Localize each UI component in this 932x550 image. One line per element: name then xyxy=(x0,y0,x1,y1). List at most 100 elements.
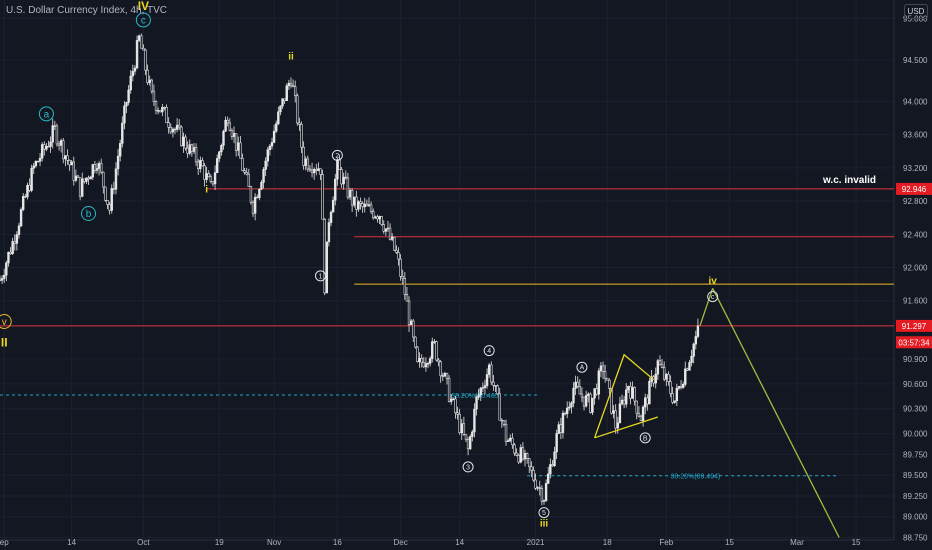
candle-body xyxy=(515,452,518,456)
candle-body xyxy=(272,130,276,143)
candle-body xyxy=(587,393,590,396)
wave-circle xyxy=(483,345,495,357)
candle-body xyxy=(325,241,329,294)
candle-body xyxy=(447,377,451,402)
candle-body xyxy=(247,173,251,187)
projection-up xyxy=(699,288,714,326)
candle-body xyxy=(397,252,400,260)
candle-body xyxy=(171,128,175,133)
candle-body xyxy=(62,140,65,160)
candle-body xyxy=(340,169,343,185)
candle-body xyxy=(312,169,316,174)
candle-body xyxy=(315,169,318,171)
candle-body xyxy=(481,387,485,389)
candle-body xyxy=(350,190,354,206)
candle-body xyxy=(589,393,592,413)
candle-body xyxy=(468,436,472,450)
candle-body xyxy=(530,466,533,471)
candle-body xyxy=(199,160,202,170)
candle-body xyxy=(19,209,23,227)
candle-body xyxy=(180,126,183,147)
candle-body xyxy=(608,379,611,389)
candle-body xyxy=(334,178,337,201)
candle-body xyxy=(646,397,649,405)
candle-body xyxy=(329,211,333,223)
candle-body xyxy=(414,336,417,348)
candle-body xyxy=(380,216,383,225)
candle-body xyxy=(367,204,371,207)
candle-body xyxy=(57,143,61,146)
wave-circle xyxy=(639,432,651,444)
wave-label: b xyxy=(86,209,92,220)
x-tick-label: 2021 xyxy=(527,538,545,547)
candle-body xyxy=(293,86,297,96)
candle-body xyxy=(627,385,630,391)
candle-body xyxy=(7,251,10,264)
candle-body xyxy=(686,368,689,371)
candle-body xyxy=(568,406,571,409)
candle-body xyxy=(532,469,535,481)
candle-body xyxy=(433,341,436,343)
candle-body xyxy=(43,144,46,150)
candle-body xyxy=(78,177,82,197)
candle-body xyxy=(384,228,388,232)
y-tick-label: 94.000 xyxy=(903,97,928,106)
candle-body xyxy=(441,375,444,377)
candle-body xyxy=(192,147,196,152)
candle-body xyxy=(633,387,636,402)
candle-body xyxy=(253,196,257,214)
candle-body xyxy=(17,225,21,235)
candle-body xyxy=(498,393,501,421)
candle-body xyxy=(165,107,168,123)
candle-body xyxy=(226,119,229,124)
y-tick-label: 93.200 xyxy=(903,164,928,173)
candle-body xyxy=(112,188,116,190)
price-badge-text: 03:57:34 xyxy=(898,338,930,347)
wave-circle xyxy=(576,361,588,373)
candle-body xyxy=(205,173,208,180)
candle-body xyxy=(692,343,695,357)
candle-body xyxy=(511,437,514,446)
candle-body xyxy=(593,388,596,399)
candle-body xyxy=(239,142,242,159)
level-annotation: w.c. invalid xyxy=(822,175,876,186)
candle-body xyxy=(521,447,525,460)
candle-body xyxy=(298,122,301,125)
wave-label: IV xyxy=(138,0,149,13)
candle-body xyxy=(148,79,151,83)
candle-body xyxy=(443,373,447,377)
candle-body xyxy=(578,386,582,395)
candle-body xyxy=(523,453,527,460)
candle-body xyxy=(601,365,605,373)
candle-body xyxy=(251,201,255,214)
candle-body xyxy=(509,437,512,441)
candle-body xyxy=(496,385,499,395)
candle-body xyxy=(479,387,482,396)
candle-body xyxy=(0,278,4,281)
currency-button[interactable]: USD xyxy=(904,4,928,19)
candle-body xyxy=(386,227,390,230)
candle-body xyxy=(610,387,613,414)
candle-body xyxy=(323,218,326,294)
x-tick-label: Dec xyxy=(393,538,407,547)
x-tick-label: 15 xyxy=(852,538,861,547)
x-tick-label: 15 xyxy=(725,538,734,547)
candle-body xyxy=(15,234,19,244)
candle-body xyxy=(513,444,516,454)
candle-body xyxy=(338,159,341,170)
candle-body xyxy=(38,157,42,162)
y-tick-label: 90.900 xyxy=(903,355,928,364)
candle-body xyxy=(565,407,569,414)
candle-body xyxy=(631,387,634,399)
candle-body xyxy=(188,144,191,154)
y-tick-label: 92.800 xyxy=(903,197,928,206)
candle-body xyxy=(403,278,407,295)
candle-body xyxy=(648,380,651,405)
candle-body xyxy=(684,368,687,385)
candle-body xyxy=(296,95,299,124)
candle-body xyxy=(492,381,495,386)
candle-body xyxy=(125,102,128,107)
candle-body xyxy=(196,161,200,170)
candle-body xyxy=(348,190,352,198)
